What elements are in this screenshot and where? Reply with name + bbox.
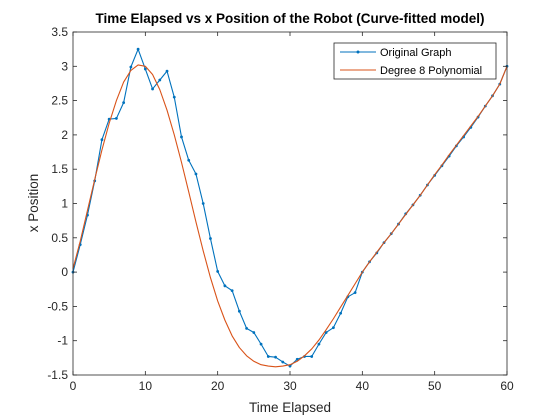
ticks-layer: 0 10 20 30 40 50 60 -1.5 -1 -0.5 0 0.5 1 1.5 2 2.5 3 3.5 (47, 25, 514, 393)
series-layer (71, 47, 509, 368)
data-point-original-graph (237, 309, 241, 313)
data-point-original-graph (245, 326, 249, 330)
data-point-original-graph (194, 172, 198, 176)
y-tick-label: -1.5 (47, 368, 68, 382)
data-point-original-graph (122, 101, 126, 105)
data-point-original-graph (187, 158, 191, 162)
legend-box (333, 42, 497, 80)
data-point-original-graph (223, 284, 227, 288)
chart-title: Time Elapsed vs x Position of the Robot … (95, 11, 484, 26)
data-point-original-graph (151, 87, 154, 91)
data-point-original-graph (339, 311, 343, 315)
y-tick-label: 2 (61, 128, 68, 142)
plot-area (73, 32, 507, 375)
data-point-original-graph (310, 355, 314, 358)
y-tick-label: -0.5 (47, 299, 68, 313)
y-tick-label: 0.5 (51, 231, 68, 245)
x-axis-label: Time Elapsed (249, 400, 331, 415)
data-point-original-graph (259, 342, 263, 346)
data-point-original-graph (143, 67, 147, 71)
y-tick-label: 0 (61, 265, 68, 279)
data-point-original-graph (180, 135, 183, 139)
data-point-original-graph (158, 78, 162, 82)
legend-label-original-graph: Original Graph (380, 47, 452, 59)
data-point-original-graph (115, 117, 118, 120)
data-point-original-graph (274, 355, 277, 359)
data-point-original-graph (100, 138, 104, 142)
data-point-original-graph (295, 357, 299, 361)
data-point-original-graph (317, 342, 321, 346)
data-point-original-graph (201, 202, 205, 205)
x-tick-label: 10 (139, 379, 153, 393)
x-tick-label: 60 (500, 379, 514, 393)
data-point-original-graph (136, 47, 140, 51)
y-tick-label: 1 (61, 197, 68, 211)
y-tick-label: 3.5 (51, 25, 68, 39)
x-tick-label: 30 (283, 379, 297, 393)
y-tick-label: -1 (57, 334, 68, 348)
data-point-original-graph (172, 95, 176, 99)
y-tick-label: 3 (61, 59, 68, 73)
x-tick-label: 40 (356, 379, 370, 393)
data-point-original-graph (324, 331, 328, 334)
data-point-original-graph (129, 65, 133, 69)
legend: Original Graph Degree 8 Polynomial (333, 42, 497, 80)
data-point-original-graph (216, 270, 220, 273)
data-point-original-graph (353, 291, 357, 295)
series-line-degree-8-polynomial (72, 64, 508, 368)
y-axis-label: x Position (26, 174, 41, 233)
data-point-original-graph (230, 289, 234, 293)
y-tick-label: 2.5 (51, 94, 68, 108)
data-point-original-graph (332, 326, 335, 330)
legend-label-degree-8-polynomial: Degree 8 Polynomial (380, 65, 482, 77)
data-point-original-graph (165, 69, 169, 73)
y-tick-label: 1.5 (51, 162, 68, 176)
x-tick-label: 50 (428, 379, 442, 393)
data-point-original-graph (281, 360, 285, 364)
data-point-original-graph (252, 331, 256, 334)
data-point-original-graph (266, 355, 270, 358)
data-point-original-graph (209, 237, 212, 240)
x-tick-label: 20 (211, 379, 225, 393)
x-tick-label: 0 (70, 379, 77, 393)
legend-marker-original-graph (356, 50, 360, 54)
